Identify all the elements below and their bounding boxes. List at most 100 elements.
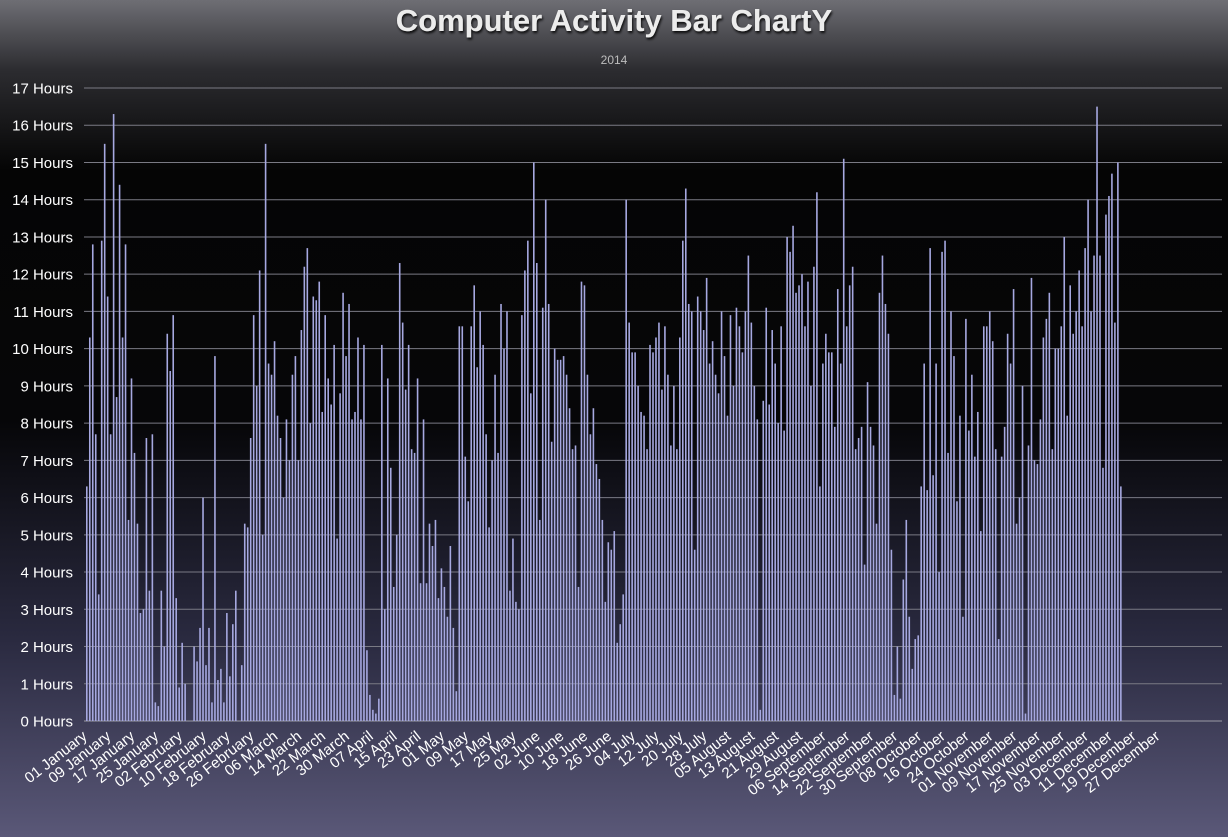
- bar: [673, 385, 675, 721]
- bar: [1006, 333, 1009, 721]
- bar: [425, 583, 428, 721]
- bar: [619, 624, 622, 721]
- bar: [133, 452, 136, 721]
- bar: [404, 389, 407, 721]
- bar: [991, 341, 994, 721]
- y-tick-label: 0 Hours: [20, 714, 73, 731]
- bar: [97, 594, 100, 721]
- bar: [94, 434, 97, 721]
- bar: [443, 586, 446, 721]
- bar: [428, 523, 431, 721]
- bar: [780, 326, 782, 721]
- bar: [562, 356, 565, 721]
- bar: [309, 423, 312, 721]
- bar: [530, 393, 532, 721]
- bar: [243, 523, 246, 721]
- bar: [333, 344, 335, 721]
- bar: [649, 344, 651, 721]
- bar: [774, 363, 776, 721]
- bar: [422, 419, 425, 721]
- bar: [690, 311, 693, 721]
- bar: [816, 192, 818, 721]
- y-tick-label: 8 Hours: [20, 416, 73, 433]
- bar: [1039, 419, 1042, 721]
- bar: [509, 590, 511, 721]
- bar: [360, 419, 362, 721]
- bar: [178, 687, 180, 721]
- bar: [544, 199, 547, 721]
- bar: [556, 359, 559, 721]
- bar: [1066, 415, 1069, 721]
- bar: [375, 713, 377, 721]
- bar: [127, 519, 130, 721]
- bar: [944, 240, 946, 721]
- bar: [535, 263, 538, 721]
- bar: [726, 415, 729, 721]
- bar: [446, 616, 449, 721]
- bar: [339, 393, 341, 721]
- bar: [342, 292, 344, 721]
- bar: [702, 330, 705, 721]
- bar: [258, 270, 261, 721]
- bar: [103, 143, 106, 722]
- bar: [148, 590, 151, 721]
- bar: [828, 352, 830, 721]
- bar: [765, 307, 768, 721]
- bar: [464, 456, 467, 721]
- bar: [118, 184, 121, 721]
- bar: [959, 415, 961, 721]
- bar: [470, 326, 473, 721]
- bar: [714, 374, 717, 721]
- bar: [106, 296, 109, 721]
- bar: [267, 363, 270, 721]
- bar: [938, 572, 940, 721]
- bar: [947, 452, 949, 721]
- bar: [831, 352, 833, 721]
- bar: [741, 352, 744, 721]
- bar: [956, 501, 958, 721]
- bar: [899, 698, 902, 721]
- bar: [926, 490, 928, 721]
- bar: [607, 542, 610, 721]
- bar: [384, 609, 386, 721]
- bar: [416, 378, 419, 721]
- y-tick-label: 5 Hours: [20, 527, 73, 544]
- bar: [196, 661, 198, 721]
- y-tick-label: 11 Hours: [13, 304, 73, 321]
- bar: [88, 337, 91, 721]
- bar: [300, 330, 303, 721]
- bar: [163, 646, 166, 721]
- bar: [982, 326, 985, 721]
- bar: [738, 326, 741, 721]
- bar: [848, 285, 851, 721]
- bar: [1009, 363, 1012, 721]
- bar: [1120, 486, 1122, 721]
- bar: [1093, 255, 1095, 721]
- bar: [1015, 523, 1018, 721]
- bar: [1045, 318, 1048, 721]
- bar: [923, 363, 925, 721]
- bar: [574, 445, 577, 721]
- y-tick-label: 12 Hours: [12, 267, 73, 284]
- bar: [661, 389, 663, 721]
- chart-subtitle: 2014: [601, 53, 628, 67]
- bar: [398, 263, 401, 721]
- bar: [735, 307, 738, 721]
- bar: [804, 326, 806, 721]
- bar: [121, 337, 124, 721]
- bar: [684, 188, 687, 722]
- bar: [655, 337, 657, 721]
- bar: [473, 285, 475, 721]
- y-tick-label: 1 Hours: [20, 676, 73, 693]
- bar: [184, 683, 186, 721]
- bar: [783, 430, 785, 721]
- bar: [756, 419, 759, 721]
- bar: [786, 236, 788, 721]
- bar: [515, 601, 517, 721]
- bar: [205, 665, 207, 721]
- bar: [1117, 162, 1119, 722]
- bar: [962, 616, 964, 721]
- bar: [288, 460, 291, 721]
- bar: [407, 344, 410, 721]
